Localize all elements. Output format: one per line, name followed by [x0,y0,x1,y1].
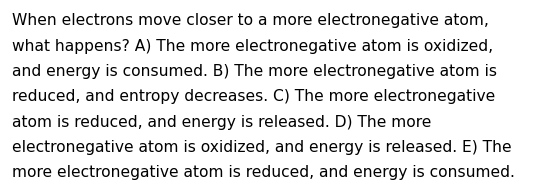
Text: more electronegative atom is reduced, and energy is consumed.: more electronegative atom is reduced, an… [12,165,515,180]
Text: electronegative atom is oxidized, and energy is released. E) The: electronegative atom is oxidized, and en… [12,140,512,155]
Text: what happens? A) The more electronegative atom is oxidized,: what happens? A) The more electronegativ… [12,39,493,54]
Text: reduced, and entropy decreases. C) The more electronegative: reduced, and entropy decreases. C) The m… [12,89,496,104]
Text: and energy is consumed. B) The more electronegative atom is: and energy is consumed. B) The more elec… [12,64,497,79]
Text: When electrons move closer to a more electronegative atom,: When electrons move closer to a more ele… [12,13,489,28]
Text: atom is reduced, and energy is released. D) The more: atom is reduced, and energy is released.… [12,115,432,130]
